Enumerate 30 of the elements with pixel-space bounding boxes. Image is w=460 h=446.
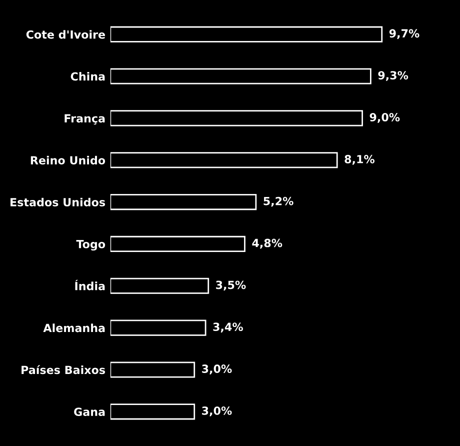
data-label: 8,1% [344, 154, 375, 165]
bar [110, 404, 196, 420]
data-label: 9,0% [370, 113, 400, 123]
data-label: 3,0% [202, 364, 232, 374]
bar [110, 236, 246, 252]
bar [110, 152, 338, 168]
y-tick-label: Índia [75, 280, 105, 290]
bar [110, 110, 363, 126]
y-tick-label: Togo [76, 240, 106, 251]
data-label: 9,7% [389, 29, 420, 39]
data-label: 3,4% [213, 322, 243, 332]
data-label: 3,5% [216, 280, 246, 291]
bar [110, 26, 383, 42]
bar [110, 320, 206, 336]
y-tick-label: Países Baixos [22, 365, 106, 374]
y-tick-label: Estados Unidos [10, 198, 106, 206]
data-label: 9,3% [378, 71, 408, 81]
data-label: 3,0% [202, 406, 232, 416]
y-tick-label: China [70, 72, 105, 81]
y-tick-label: Gana [74, 408, 105, 416]
data-label: 5,2% [264, 196, 294, 207]
bar [110, 194, 257, 210]
y-tick-label: Cote d'Ivoire [26, 30, 105, 39]
y-tick-label: Reino Unido [30, 156, 106, 164]
bar [110, 278, 210, 294]
y-tick-label: Alemanha [43, 324, 105, 332]
data-label: 4,8% [252, 238, 282, 249]
y-tick-label: França [64, 114, 105, 125]
bar [110, 68, 372, 84]
bar [110, 362, 196, 378]
